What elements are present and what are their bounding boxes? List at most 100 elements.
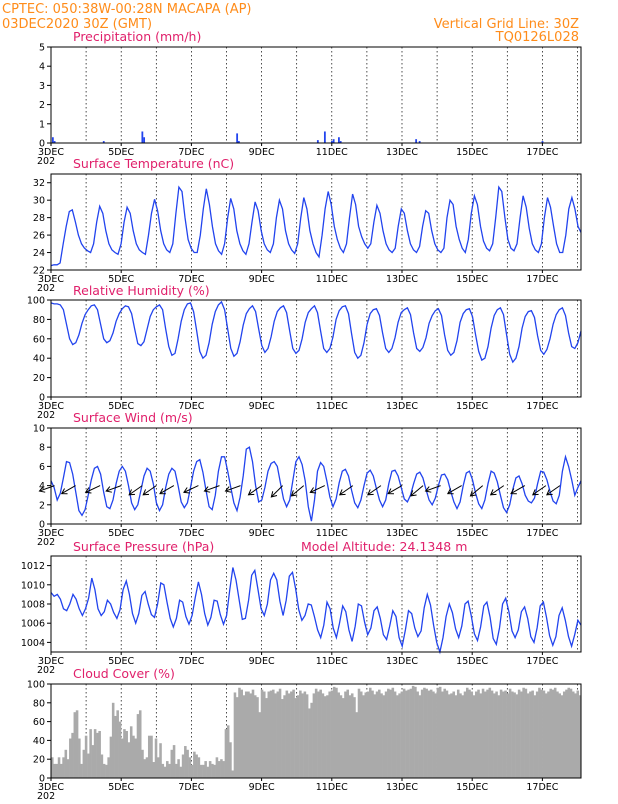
cloud-bar	[147, 735, 151, 778]
x-tick-label: 7DEC	[178, 656, 204, 667]
cloud-bar	[461, 695, 465, 778]
cloud-bar	[558, 693, 562, 778]
cloud-bar	[506, 693, 510, 778]
cloud-bar	[107, 757, 110, 778]
cloud-bar	[84, 735, 88, 778]
surface-pressure-panel: Surface Pressure (hPa) Model Altitude: 24…	[21, 539, 582, 676]
cloud-bar	[152, 762, 156, 778]
y-tick-label: 1010	[21, 580, 45, 591]
x-tick-label: 9DEC	[249, 401, 275, 412]
cloud-bar	[414, 686, 417, 778]
surface-pressure-line	[50, 567, 582, 655]
cloud-bar	[66, 759, 70, 778]
cloud-bar	[389, 689, 392, 778]
y-tick-label: 0	[39, 393, 45, 404]
cloud-bar	[420, 689, 424, 778]
x-tick-label: 7DEC	[178, 401, 204, 412]
cloud-bar	[193, 751, 196, 778]
cloud-bar	[531, 690, 534, 778]
x-tick-label: 17DEC	[526, 656, 558, 667]
cloud-bar	[402, 688, 406, 778]
x-tick-label: 5DEC	[108, 274, 134, 285]
y-tick-label: 20	[33, 373, 45, 384]
cloud-bar	[145, 757, 149, 778]
cloud-bar	[141, 749, 144, 778]
x-tick-label: 15DEC	[456, 147, 488, 158]
precip-bar	[53, 141, 56, 143]
cloud-bar	[569, 688, 573, 778]
cloud-bar	[423, 687, 426, 778]
cloud-bar	[292, 689, 295, 778]
x-year-fragment: 202	[37, 156, 55, 167]
cloud-bar	[475, 691, 478, 778]
cloud-bar	[114, 715, 117, 778]
cloud-bar	[60, 763, 63, 778]
y-tick-label: 1	[39, 119, 45, 130]
cloud-bar	[499, 689, 503, 778]
wind-arrow	[338, 485, 354, 496]
cloud-bar	[310, 702, 313, 778]
cloud-bar	[220, 759, 223, 778]
surface-wind-frame	[50, 427, 582, 525]
precipitation-title: Precipitation (mm/h)	[73, 29, 201, 44]
x-tick-label: 7DEC	[178, 782, 204, 793]
cloud-bar	[400, 691, 404, 778]
y-tick-label: 32	[33, 178, 45, 189]
precip-bar	[338, 137, 340, 143]
x-tick-label: 15DEC	[456, 782, 488, 793]
surface-wind-panel: Surface Wind (m/s) 0 2 4 6 8 10 3DEC 5DEC 7DEC 9DE…	[33, 410, 582, 548]
cloud-bar	[411, 685, 415, 778]
cloud-bar	[161, 763, 165, 778]
cloud-bar	[136, 714, 140, 778]
x-year-fragment: 202	[37, 283, 55, 294]
cloud-bar	[511, 691, 514, 778]
cloud-bar	[578, 695, 582, 778]
cloud-bar	[168, 763, 171, 778]
surface-wind-line	[50, 446, 582, 522]
precip-bar	[339, 141, 342, 143]
cloud-bar	[55, 763, 59, 778]
cloud-bar	[263, 691, 266, 778]
cloud-bar	[229, 742, 232, 778]
cloud-bar	[335, 687, 338, 778]
relative-humidity-line	[50, 300, 582, 364]
precip-bar	[323, 131, 326, 143]
cloud-bar	[332, 686, 336, 778]
x-tick-label: 11DEC	[316, 656, 348, 667]
cloud-bar	[337, 692, 340, 778]
cloud-bar	[375, 691, 379, 778]
header-location: CPTEC: 050:38W-00:28N MACAPA (AP)	[2, 2, 252, 17]
cloud-bar	[382, 695, 386, 778]
y-tick-label: 40	[33, 736, 45, 747]
cloud-bar	[517, 689, 521, 778]
surface-temperature-frame	[50, 173, 582, 271]
cloud-bar	[170, 749, 174, 778]
x-tick-label: 9DEC	[249, 782, 275, 793]
surface-wind-title: Surface Wind (m/s)	[73, 410, 193, 425]
precip-bar	[143, 137, 146, 143]
cloud-bar	[574, 693, 577, 778]
cloud-bar	[323, 696, 327, 778]
wind-arrow	[489, 485, 505, 496]
wind-arrow	[446, 485, 462, 495]
cloud-bar	[472, 695, 476, 778]
header-grid-info: Vertical Grid Line: 30Z	[434, 17, 579, 32]
cloud-bar	[468, 689, 471, 778]
cloud-bar	[504, 690, 507, 778]
cloud-bar	[197, 757, 201, 778]
cloud-bar	[502, 691, 505, 778]
wind-arrow	[203, 485, 220, 493]
y-tick-label: 0	[39, 139, 45, 150]
cloud-bar	[533, 695, 537, 778]
cloud-bar	[129, 726, 133, 778]
cloud-bar	[544, 693, 548, 778]
x-tick-label: 15DEC	[456, 528, 488, 539]
cloud-bar	[560, 695, 564, 778]
cloud-bar	[51, 757, 54, 778]
cloud-bar	[93, 729, 97, 778]
surface-pressure-frame	[50, 555, 582, 653]
precip-bar	[51, 137, 54, 143]
cloud-bar	[571, 691, 575, 778]
cloud-bar	[102, 763, 106, 778]
cloud-bar	[294, 698, 298, 778]
